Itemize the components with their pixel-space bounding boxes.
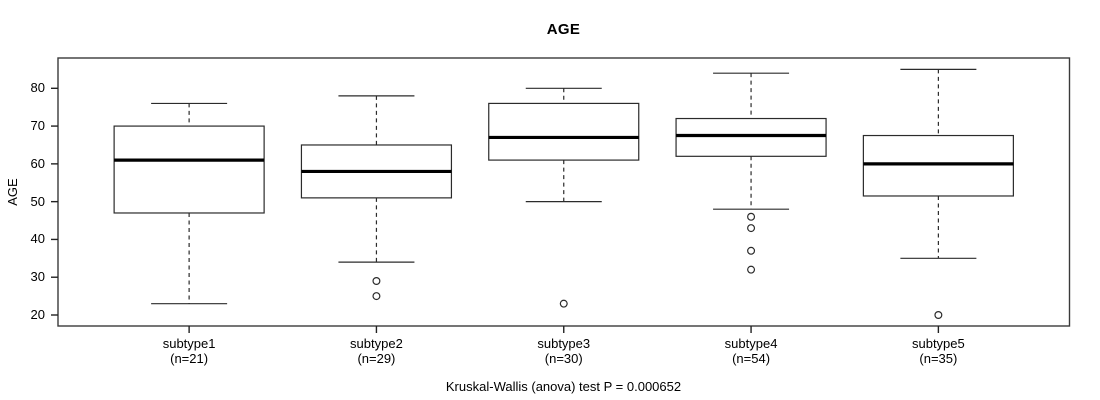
- category-name: subtype2: [350, 336, 403, 351]
- outlier-point-subtype5: [934, 311, 943, 320]
- x-category-label-subtype1: subtype1 (n=21): [109, 336, 269, 366]
- y-tick-label: 40: [30, 231, 45, 247]
- chart-title: AGE: [546, 21, 581, 38]
- x-category-label-subtype5: subtype5 (n=35): [858, 336, 1018, 366]
- iqr-box-subtype4: [675, 117, 827, 157]
- outlier-point-subtype4: [747, 265, 756, 274]
- y-tick-label: 50: [30, 193, 45, 209]
- category-count: (n=30): [544, 351, 583, 366]
- category-count: (n=21): [170, 351, 209, 366]
- outlier-point-subtype2: [372, 276, 381, 285]
- outlier-point-subtype4: [747, 212, 756, 221]
- outlier-point-subtype4: [747, 246, 756, 255]
- outlier-point-subtype4: [747, 224, 756, 233]
- outlier-point-subtype2: [372, 292, 381, 301]
- outlier-point-subtype3: [559, 299, 568, 308]
- x-category-label-subtype3: subtype3 (n=30): [484, 336, 644, 366]
- y-tick-label: 20: [30, 307, 45, 322]
- y-tick-label: 30: [30, 269, 45, 285]
- iqr-box-subtype1: [113, 125, 265, 214]
- category-count: (n=35): [919, 351, 958, 366]
- category-name: subtype5: [911, 336, 965, 351]
- category-name: subtype4: [724, 336, 778, 351]
- y-tick-label: 60: [30, 155, 45, 171]
- y-tick-label: 70: [30, 118, 45, 134]
- stat-test-caption: Kruskal-Wallis (anova) test P = 0.000652: [445, 379, 682, 394]
- category-count: (n=54): [732, 351, 771, 366]
- iqr-box-subtype3: [488, 102, 640, 161]
- iqr-box-subtype5: [862, 134, 1014, 197]
- y-tick-label: 80: [30, 80, 45, 96]
- x-category-label-subtype2: subtype2 (n=29): [296, 336, 456, 366]
- category-name: subtype1: [162, 336, 216, 351]
- x-category-label-subtype4: subtype4 (n=54): [671, 336, 831, 366]
- category-name: subtype3: [537, 336, 591, 351]
- category-count: (n=29): [357, 351, 396, 366]
